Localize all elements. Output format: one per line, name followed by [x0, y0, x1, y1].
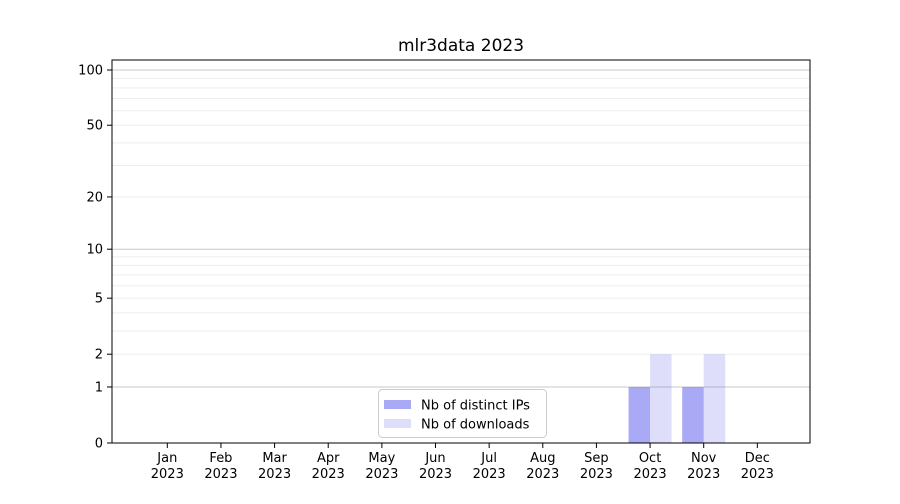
legend-box	[378, 389, 547, 438]
x-tick-sublabel-sep: 2023	[580, 467, 613, 482]
x-tick-label-aug: Aug	[530, 451, 555, 466]
x-tick-sublabel-aug: 2023	[526, 467, 559, 482]
legend-label-distinct-ips: Nb of distinct IPs	[421, 399, 530, 414]
x-tick-label-jan: Jan	[156, 451, 177, 466]
x-tick-label-feb: Feb	[209, 451, 232, 466]
y-tick-label-1: 1	[95, 380, 103, 395]
bar-nb-of-distinct-ips-nov-2023	[682, 386, 704, 443]
x-tick-sublabel-jun: 2023	[419, 467, 452, 482]
x-tick-sublabel-mar: 2023	[258, 467, 291, 482]
chart-title: mlr3data 2023	[398, 36, 524, 56]
x-tick-label-mar: Mar	[262, 451, 287, 466]
y-tick-label-100: 100	[78, 64, 103, 79]
x-tick-label-jun: Jun	[424, 451, 445, 466]
legend-swatch-distinct-ips	[384, 400, 411, 409]
plot-border	[111, 59, 811, 444]
legend-swatch-downloads	[384, 419, 411, 428]
x-tick-label-may: May	[368, 451, 395, 466]
y-tick-label-20: 20	[86, 190, 103, 205]
y-tick-label-5: 5	[95, 292, 103, 307]
x-tick-sublabel-oct: 2023	[634, 467, 667, 482]
x-tick-sublabel-dec: 2023	[741, 467, 774, 482]
y-tick-label-10: 10	[86, 243, 103, 258]
legend-label-downloads: Nb of downloads	[421, 418, 530, 433]
x-tick-sublabel-feb: 2023	[204, 467, 237, 482]
bar-nb-of-downloads-nov-2023	[703, 354, 726, 443]
x-tick-label-oct: Oct	[639, 451, 661, 466]
major-gridlines	[112, 69, 810, 388]
bar-nb-of-downloads-oct-2023	[650, 354, 672, 443]
x-tick-sublabel-may: 2023	[365, 467, 398, 482]
x-tick-label-nov: Nov	[691, 451, 717, 466]
bars	[628, 354, 726, 443]
x-tick-label-sep: Sep	[584, 451, 609, 466]
y-tick-label-0: 0	[95, 437, 103, 452]
minor-gridlines	[112, 77, 810, 355]
x-tick-sublabel-jan: 2023	[151, 467, 184, 482]
y-tick-label-2: 2	[95, 348, 103, 363]
x-axis: Jan2023Feb2023Mar2023Apr2023May2023Jun20…	[151, 443, 774, 482]
x-tick-sublabel-nov: 2023	[687, 467, 720, 482]
x-tick-sublabel-jul: 2023	[473, 467, 506, 482]
x-tick-label-dec: Dec	[745, 451, 770, 466]
y-tick-label-50: 50	[86, 119, 103, 134]
bar-nb-of-distinct-ips-oct-2023	[628, 386, 651, 443]
x-tick-label-jul: Jul	[480, 451, 497, 466]
y-axis: 0 1 2 5 10 20 50 100	[78, 64, 112, 452]
legend: Nb of distinct IPs Nb of downloads	[378, 389, 547, 438]
x-tick-sublabel-apr: 2023	[312, 467, 345, 482]
x-tick-label-apr: Apr	[317, 451, 340, 466]
